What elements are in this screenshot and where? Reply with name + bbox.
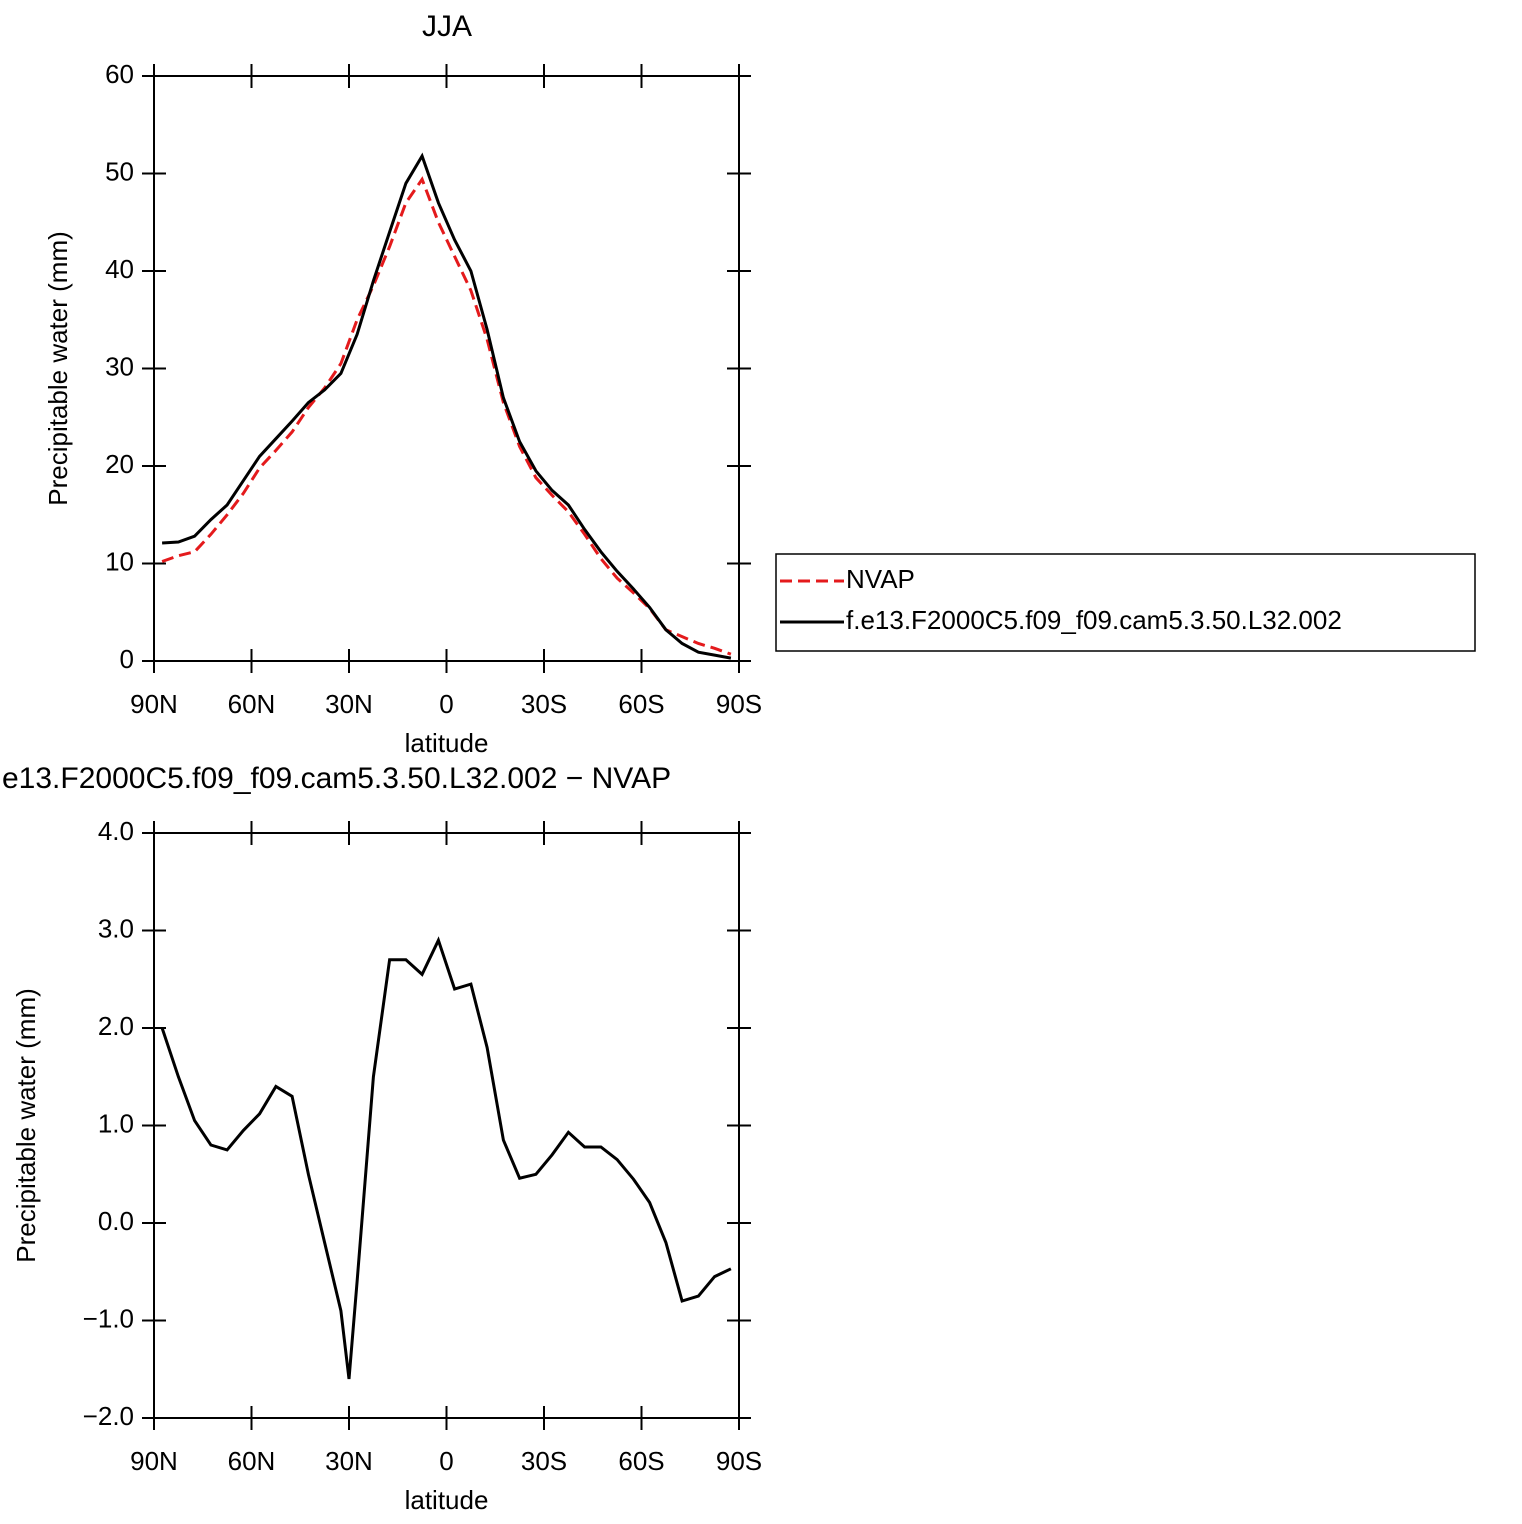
data-line xyxy=(160,936,732,1380)
y-tick-label: −2.0 xyxy=(83,1401,134,1431)
x-tick-label: 60S xyxy=(618,1446,664,1476)
data-line xyxy=(162,152,732,660)
y-tick-label: −1.0 xyxy=(83,1303,134,1333)
chart-title: e13.F2000C5.f09_f09.cam5.3.50.L32.002 − … xyxy=(2,762,671,795)
x-tick-label: 30N xyxy=(325,1446,373,1476)
y-tick-label: 50 xyxy=(105,156,134,186)
x-tick-label: 0 xyxy=(439,689,453,719)
y-tick-label: 20 xyxy=(105,449,134,479)
x-tick-label: 90S xyxy=(716,689,762,719)
x-tick-label: 90N xyxy=(130,689,178,719)
y-tick-label: 4.0 xyxy=(98,816,134,846)
x-tick-label: 0 xyxy=(439,1446,453,1476)
x-tick-label: 30S xyxy=(521,689,567,719)
y-axis-label: Precipitable water (mm) xyxy=(43,231,73,506)
legend-label: NVAP xyxy=(846,564,915,594)
data-line xyxy=(161,176,732,656)
x-tick-label: 30S xyxy=(521,1446,567,1476)
y-tick-label: 3.0 xyxy=(98,913,134,943)
y-tick-label: 0.0 xyxy=(98,1206,134,1236)
legend-box xyxy=(775,553,1476,652)
legend-label: f.e13.F2000C5.f09_f09.cam5.3.50.L32.002 xyxy=(846,605,1342,635)
y-tick-label: 0 xyxy=(120,644,134,674)
x-tick-label: 90S xyxy=(716,1446,762,1476)
y-tick-label: 10 xyxy=(105,546,134,576)
x-tick-label: 30N xyxy=(325,689,373,719)
x-tick-label: 60S xyxy=(618,689,664,719)
x-axis-label: latitude xyxy=(405,728,489,758)
x-axis-label: latitude xyxy=(405,1485,489,1515)
x-tick-label: 90N xyxy=(130,1446,178,1476)
y-tick-label: 2.0 xyxy=(98,1011,134,1041)
plot-frame xyxy=(153,75,740,662)
x-tick-label: 60N xyxy=(228,689,276,719)
y-tick-label: 40 xyxy=(105,254,134,284)
x-tick-label: 60N xyxy=(228,1446,276,1476)
plot-frame xyxy=(153,832,740,1419)
chart-title: JJA xyxy=(422,10,472,43)
y-tick-label: 1.0 xyxy=(98,1108,134,1138)
y-axis-label: Precipitable water (mm) xyxy=(11,988,41,1263)
y-tick-label: 60 xyxy=(105,59,134,89)
y-tick-label: 30 xyxy=(105,351,134,381)
